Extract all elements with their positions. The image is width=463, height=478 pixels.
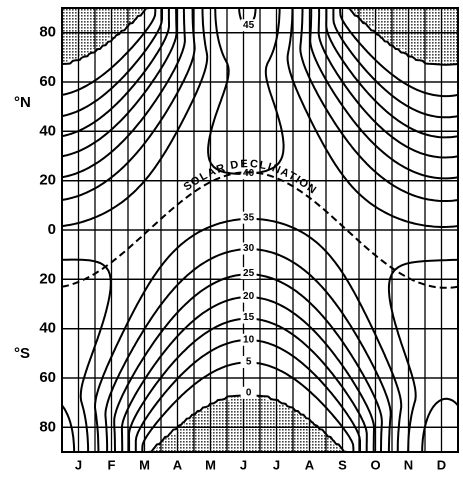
contour-label-bg (240, 19, 257, 32)
x-tick-label: S (338, 457, 347, 472)
contour-label: 15 (243, 312, 255, 323)
contour-label: 35 (243, 212, 255, 223)
contour-label: 45 (243, 20, 255, 31)
contour-label-bg (240, 355, 257, 368)
contour-line (61, 7, 459, 453)
polar-night-shade (62, 8, 458, 452)
contour-line (61, 7, 459, 453)
contour-label: 10 (243, 334, 255, 345)
y-tick-label: 40 (39, 122, 56, 139)
x-tick-label: O (370, 457, 380, 472)
x-tick-label: M (205, 457, 216, 472)
declination-line (61, 171, 459, 289)
y-tick-label: 80 (39, 24, 56, 41)
y-tick-label: 40 (39, 320, 56, 337)
y-tick-label: 80 (39, 418, 56, 435)
contour-line (61, 7, 459, 453)
contour-label-bg (240, 290, 257, 303)
contour-line (61, 7, 459, 453)
y-tick-label: 20 (39, 172, 56, 189)
contour-line (61, 7, 459, 453)
contour-label-bg (240, 167, 257, 180)
contour-label-bg (240, 242, 257, 255)
x-tick-label: A (173, 457, 183, 472)
x-tick-label: F (108, 457, 116, 472)
x-tick-label: D (437, 457, 446, 472)
contour-label-bg (240, 211, 257, 224)
contour-label-bg (240, 386, 257, 399)
x-tick-label: N (404, 457, 413, 472)
contour-label: 30 (243, 243, 255, 254)
contour-label: 0 (246, 387, 252, 398)
y-tick-label: 60 (39, 73, 56, 90)
contour-label-bg (240, 267, 257, 280)
x-tick-label: M (139, 457, 150, 472)
y-label-south: °S (14, 345, 30, 362)
contour-line (61, 7, 459, 453)
x-tick-label: J (273, 457, 280, 472)
contour-label: 20 (243, 291, 255, 302)
x-tick-label: J (240, 457, 247, 472)
contour-label: 5 (246, 357, 252, 368)
contour-line (61, 7, 459, 453)
contour-label-bg (240, 311, 257, 324)
y-label-north: °N (14, 94, 31, 111)
contour-line (61, 7, 459, 453)
contour-label-bg (240, 333, 257, 346)
contour-line (61, 7, 459, 453)
x-tick-label: A (305, 457, 315, 472)
contour-label: 40 (243, 168, 255, 179)
plot-frame (61, 7, 459, 453)
contour-label: 25 (243, 268, 255, 279)
y-tick-label: 60 (39, 369, 56, 386)
y-tick-label: 20 (39, 270, 56, 287)
y-tick-label: 0 (48, 221, 56, 238)
x-tick-label: J (75, 457, 82, 472)
